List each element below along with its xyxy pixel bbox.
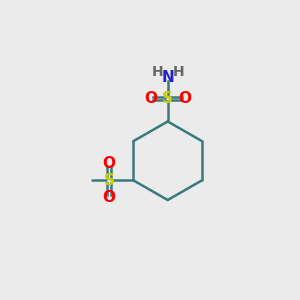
- Text: O: O: [144, 91, 157, 106]
- Text: O: O: [103, 190, 116, 205]
- Text: H: H: [152, 65, 163, 79]
- Text: O: O: [178, 91, 192, 106]
- Text: S: S: [162, 91, 173, 106]
- Text: S: S: [103, 173, 115, 188]
- Text: N: N: [161, 70, 174, 85]
- Text: O: O: [103, 155, 116, 170]
- Text: H: H: [172, 65, 184, 79]
